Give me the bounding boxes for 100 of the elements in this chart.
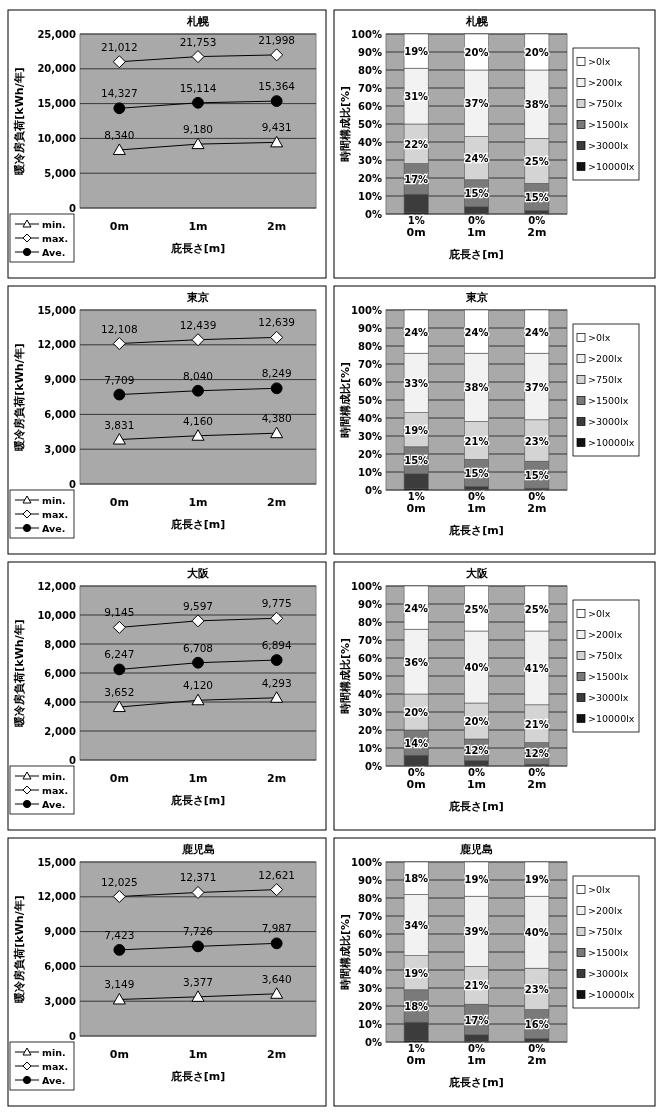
data-label: 15% [524, 469, 549, 481]
y-tick-label: 60% [358, 928, 382, 940]
x-tick-label: 0m [406, 502, 426, 515]
legend-label: >0lx [588, 884, 611, 895]
data-label: 21,753 [179, 35, 217, 48]
y-tick-label: 100% [351, 580, 382, 592]
legend-label: Ave. [42, 1074, 66, 1086]
data-label: 12,621 [258, 868, 296, 881]
chart-title: 鹿児島 [180, 843, 215, 856]
y-tick-label: 80% [358, 64, 382, 76]
y-tick-label: 70% [358, 82, 382, 94]
y-axis-title: 暖冷房負荷[kWh/年] [13, 67, 26, 175]
data-label: 22% [404, 138, 429, 150]
data-label: 19% [524, 874, 549, 886]
y-tick-label: 30% [358, 982, 382, 994]
legend-label: max. [42, 784, 69, 796]
data-label: 23% [524, 435, 549, 447]
y-tick-label: 100% [351, 856, 382, 868]
legend-label: >0lx [588, 56, 611, 67]
data-label: 20% [464, 47, 489, 58]
y-tick-label: 4,000 [44, 696, 77, 708]
y-tick-label: 10,000 [37, 609, 77, 621]
y-tick-label: 0 [69, 202, 77, 214]
data-label: 0% [468, 767, 485, 778]
data-label: 23% [524, 983, 549, 995]
x-tick-label: 0m [109, 1048, 129, 1061]
data-label: 12,108 [100, 322, 138, 335]
data-label: 15% [524, 191, 549, 203]
y-tick-label: 3,000 [44, 995, 77, 1007]
legend-label: >0lx [588, 608, 611, 619]
data-label: 4,380 [261, 412, 292, 425]
data-label: 18% [404, 873, 429, 885]
legend-label: >10000lx [588, 437, 635, 448]
legend-label: >10000lx [588, 161, 635, 172]
y-tick-label: 15,000 [37, 304, 77, 316]
data-label: 6,894 [261, 639, 293, 652]
y-tick-label: 20% [358, 1000, 382, 1012]
data-label: 37% [464, 98, 489, 110]
y-tick-label: 0% [365, 208, 382, 220]
x-axis-title: 庇長さ[m] [448, 1076, 504, 1089]
legend-label: max. [42, 508, 69, 520]
y-tick-label: 0% [365, 1036, 382, 1048]
legend-label: min. [42, 494, 66, 506]
data-label: 4,293 [261, 676, 292, 689]
data-label: 0% [528, 215, 546, 226]
data-label: 12,639 [258, 316, 296, 329]
legend-label: >750lx [588, 98, 623, 109]
data-label: 4,120 [182, 679, 214, 692]
data-label: 24% [524, 326, 549, 338]
y-axis-title: 暖冷房負荷[kWh/年] [13, 895, 26, 1003]
x-tick-label: 2m [267, 772, 287, 785]
y-tick-label: 10,000 [37, 132, 77, 144]
data-label: 9,431 [261, 121, 292, 134]
y-tick-label: 30% [358, 154, 382, 166]
x-axis-title: 庇長さ[m] [448, 524, 504, 537]
y-tick-label: 60% [358, 652, 382, 664]
y-tick-label: 15,000 [37, 856, 77, 868]
data-label: 17% [464, 1014, 489, 1026]
y-tick-label: 100% [351, 304, 382, 316]
legend-label: >200lx [588, 629, 623, 640]
data-label: 20% [404, 707, 429, 718]
data-label: 6,247 [104, 648, 135, 661]
y-tick-label: 90% [358, 598, 382, 610]
data-label: 0% [468, 1043, 485, 1054]
y-tick-label: 8,000 [44, 638, 77, 650]
y-tick-label: 90% [358, 46, 382, 58]
data-label: 21,998 [258, 33, 296, 46]
data-label: 1% [407, 215, 425, 226]
y-tick-label: 10% [358, 466, 382, 478]
x-tick-label: 2m [527, 778, 547, 791]
legend-label: >0lx [588, 332, 611, 343]
y-tick-label: 25,000 [37, 28, 77, 40]
data-label: 21% [524, 718, 549, 730]
y-tick-label: 60% [358, 376, 382, 388]
y-tick-label: 6,000 [44, 960, 77, 972]
y-axis-title: 暖冷房負荷[kWh/年] [13, 343, 26, 451]
data-label: 41% [524, 662, 549, 674]
legend-label: min. [42, 1046, 66, 1058]
y-tick-label: 80% [358, 340, 382, 352]
x-tick-label: 2m [267, 496, 287, 509]
y-tick-label: 30% [358, 430, 382, 442]
legend-label: >750lx [588, 650, 623, 661]
y-tick-label: 40% [358, 136, 382, 148]
data-label: 6,708 [182, 641, 214, 654]
y-tick-label: 20% [358, 724, 382, 736]
data-label: 19% [404, 424, 429, 436]
legend-label: >200lx [588, 77, 623, 88]
legend-label: Ave. [42, 522, 66, 534]
y-tick-label: 12,000 [37, 580, 77, 592]
y-tick-label: 0 [69, 478, 77, 490]
y-tick-label: 10% [358, 742, 382, 754]
legend-label: >1500lx [588, 119, 629, 130]
y-tick-label: 30% [358, 706, 382, 718]
data-label: 8,340 [104, 128, 135, 141]
x-tick-label: 1m [466, 502, 487, 515]
data-label: 0% [468, 215, 485, 226]
chart-title: 大阪 [465, 567, 489, 580]
legend-label: min. [42, 770, 66, 782]
y-tick-label: 0 [69, 1030, 77, 1042]
y-axis-title: 時間構成比[%] [339, 361, 352, 439]
